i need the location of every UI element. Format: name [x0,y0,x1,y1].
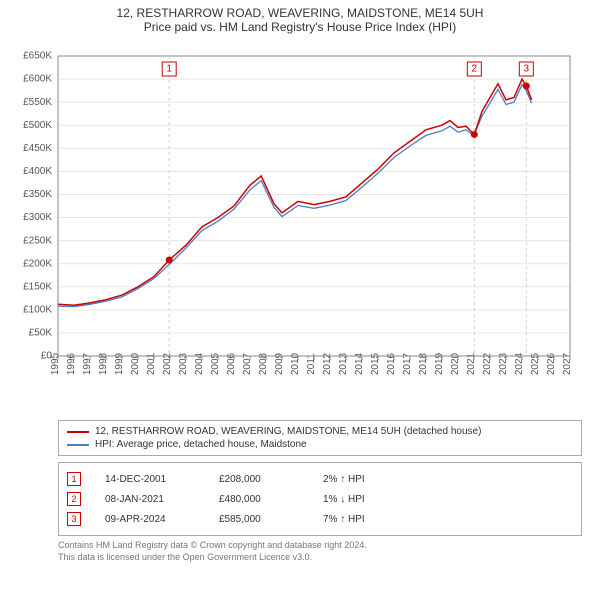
y-tick-label: £550K [23,97,52,108]
event-pct: 2% ↑ HPI [323,474,413,485]
legend-swatch [67,444,89,446]
event-marker: 3 [67,512,81,526]
event-pct: 1% ↓ HPI [323,494,413,505]
y-tick-label: £250K [23,235,52,246]
event-date: 08-JAN-2021 [105,494,195,505]
event-price: £480,000 [219,494,299,505]
event-dot [471,131,478,138]
event-marker: 2 [67,492,81,506]
y-tick-label: £500K [23,120,52,131]
event-date: 14-DEC-2001 [105,474,195,485]
event-row: 1 14-DEC-2001 £208,000 2% ↑ HPI [67,469,573,489]
event-dot [166,257,173,264]
y-tick-label: £200K [23,258,52,269]
title-block: 12, RESTHARROW ROAD, WEAVERING, MAIDSTON… [0,0,600,36]
footnote-line-1: Contains HM Land Registry data © Crown c… [58,540,367,550]
footnote: Contains HM Land Registry data © Crown c… [58,540,582,563]
event-dot [523,83,530,90]
line-chart: £0£50K£100K£150K£200K£250K£300K£350K£400… [0,36,580,416]
event-date: 09-APR-2024 [105,514,195,525]
event-row: 2 08-JAN-2021 £480,000 1% ↓ HPI [67,489,573,509]
footnote-line-2: This data is licensed under the Open Gov… [58,552,312,562]
y-tick-label: £350K [23,189,52,200]
legend-row: HPI: Average price, detached house, Maid… [67,438,573,451]
y-tick-label: £400K [23,166,52,177]
event-marker-number: 3 [524,64,530,75]
legend-label: 12, RESTHARROW ROAD, WEAVERING, MAIDSTON… [95,426,481,437]
chart-area: £0£50K£100K£150K£200K£250K£300K£350K£400… [0,36,590,416]
event-row: 3 09-APR-2024 £585,000 7% ↑ HPI [67,509,573,529]
legend: 12, RESTHARROW ROAD, WEAVERING, MAIDSTON… [58,420,582,456]
event-pct: 7% ↑ HPI [323,514,413,525]
event-marker-number: 2 [472,64,478,75]
y-tick-label: £100K [23,304,52,315]
chart-subtitle: Price paid vs. HM Land Registry's House … [0,20,600,34]
events-table: 1 14-DEC-2001 £208,000 2% ↑ HPI 2 08-JAN-2021… [58,462,582,536]
chart-title: 12, RESTHARROW ROAD, WEAVERING, MAIDSTON… [0,6,600,20]
legend-label: HPI: Average price, detached house, Maid… [95,439,307,450]
chart-container: 12, RESTHARROW ROAD, WEAVERING, MAIDSTON… [0,0,600,563]
y-tick-label: £300K [23,212,52,223]
y-tick-label: £650K [23,51,52,62]
event-price: £208,000 [219,474,299,485]
legend-row: 12, RESTHARROW ROAD, WEAVERING, MAIDSTON… [67,425,573,438]
y-tick-label: £600K [23,74,52,85]
y-tick-label: £50K [29,328,53,339]
legend-swatch [67,431,89,433]
y-tick-label: £150K [23,281,52,292]
event-marker: 1 [67,472,81,486]
event-marker-number: 1 [166,64,172,75]
event-price: £585,000 [219,514,299,525]
y-tick-label: £450K [23,143,52,154]
